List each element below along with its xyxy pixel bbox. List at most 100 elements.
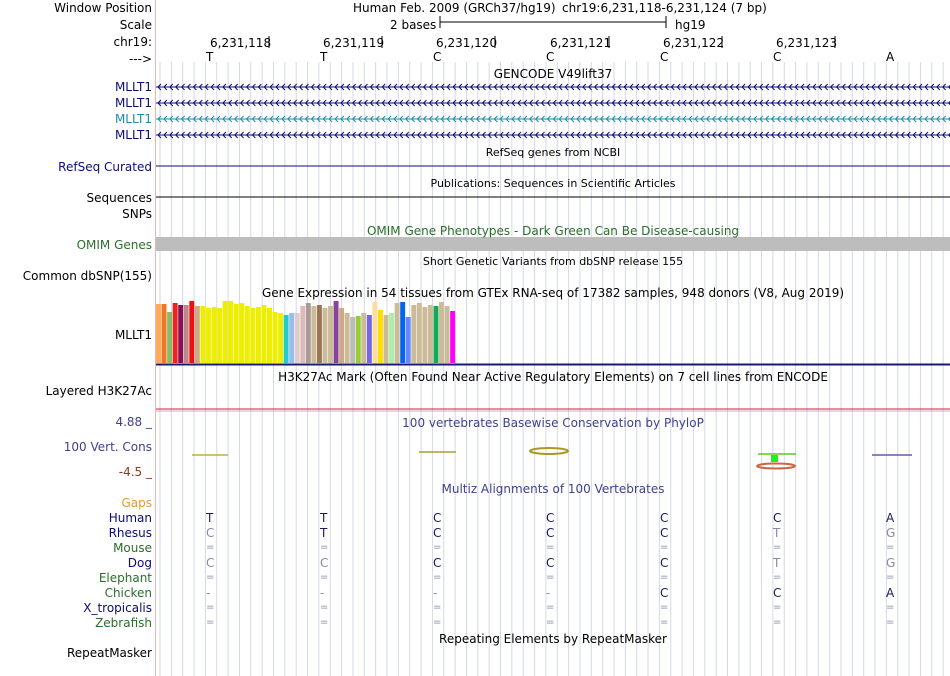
base-letter: T (320, 50, 328, 64)
alignment-base: C (773, 586, 782, 600)
refseq-track-label[interactable]: RefSeq Curated (58, 160, 152, 174)
gencode-track-label-2[interactable]: MLLT1 (114, 96, 152, 110)
species-label-rhesus: Rhesus (108, 526, 152, 540)
alignment-base: T (773, 526, 781, 540)
gtex-tissue-bar (255, 307, 261, 363)
gtex-tissue-bar (267, 308, 272, 363)
refseq-title: RefSeq genes from NCBI (485, 146, 621, 159)
gtex-tissue-bar (311, 306, 317, 363)
gencode-track-label-4[interactable]: MLLT1 (114, 128, 152, 142)
gtex-tissue-bar (411, 305, 417, 363)
gtex-tissue-bar (156, 304, 161, 363)
alignment-base: = (546, 572, 555, 583)
alignment-base: = (886, 617, 895, 628)
alignment-base: = (320, 602, 329, 613)
gtex-tissue-bar (450, 311, 456, 363)
base-letter: C (433, 50, 442, 64)
alignment-base: = (886, 602, 895, 613)
gtex-tissue-bar (228, 301, 234, 363)
coord-label: 6,231,120 (436, 36, 498, 50)
species-label-dog: Dog (127, 556, 152, 570)
phylop-score (771, 455, 778, 462)
base-letter: C (660, 50, 669, 64)
gtex-tissue-bar (200, 306, 206, 363)
gtex-tissue-bar (233, 304, 239, 363)
alignment-base: - (546, 586, 551, 600)
alignment-base: T (773, 556, 781, 570)
alignment-base: = (660, 542, 669, 553)
repeatmasker-title: Repeating Elements by RepeatMasker (439, 632, 667, 646)
gencode-title: GENCODE V49lift37 (493, 67, 613, 81)
cons-min-label: -4.5 _ (118, 465, 152, 479)
alignment-base: T (320, 511, 328, 525)
dbsnp-track-label[interactable]: Common dbSNP(155) (22, 269, 152, 283)
alignment-base: C (660, 556, 669, 570)
alignment-base: = (320, 617, 329, 628)
h3k27ac-title: H3K27Ac Mark (Often Found Near Active Re… (278, 370, 828, 384)
gtex-tissue-bar (161, 304, 167, 363)
gtex-tissue-bar (316, 305, 322, 363)
alignment-base: = (660, 602, 669, 613)
alignment-base: = (320, 572, 329, 583)
alignment-base: = (773, 572, 782, 583)
alignment-base: = (206, 572, 215, 583)
gtex-tissue-bar (372, 302, 378, 363)
alignment-base: = (546, 617, 555, 628)
gtex-tissue-bar (422, 307, 428, 363)
species-label-mouse: Mouse (113, 541, 152, 555)
browser-tracks-panel[interactable]: Human Feb. 2009 (GRCh37/hg19) chr19:6,23… (156, 0, 950, 676)
alignment-base: A (886, 586, 895, 600)
sequences-track-label[interactable]: Sequences (86, 191, 152, 205)
repeatmasker-track-label[interactable]: RepeatMasker (66, 646, 152, 660)
gtex-tissue-bar (416, 303, 422, 363)
gtex-tissue-bar (239, 303, 245, 363)
snps-track-label[interactable]: SNPs (122, 207, 152, 221)
scale-text: 2 bases (390, 18, 437, 32)
alignment-base: = (206, 542, 215, 553)
alignment-base: = (660, 617, 669, 628)
alignment-base: C (206, 526, 215, 540)
alignment-base: G (886, 526, 896, 540)
publications-title: Publications: Sequences in Scientific Ar… (430, 177, 676, 190)
alignment-base: - (433, 586, 438, 600)
gtex-tissue-bar (361, 313, 367, 363)
omim-track-label[interactable]: OMIM Genes (76, 238, 152, 252)
gencode-track-label-3[interactable]: MLLT1 (114, 112, 152, 126)
alignment-base: = (546, 542, 555, 553)
alignment-base: C (660, 511, 669, 525)
alignment-base: = (433, 617, 442, 628)
gtex-tissue-bar (339, 308, 345, 363)
gtex-track-label[interactable]: MLLT1 (114, 328, 152, 342)
cons-track-label[interactable]: 100 Vert. Cons (63, 440, 152, 454)
gtex-tissue-bar (178, 305, 184, 363)
alignment-base: - (320, 586, 325, 600)
alignment-base: C (546, 526, 555, 540)
alignment-base: = (773, 617, 782, 628)
coord-label: 6,231,119 (323, 36, 385, 50)
gtex-tissue-bar (444, 306, 450, 363)
alignment-base: C (546, 556, 555, 570)
gencode-track-label-1[interactable]: MLLT1 (114, 80, 152, 94)
species-label-chicken: Chicken (104, 586, 152, 600)
gtex-tissue-bar (355, 316, 361, 363)
chrom-label: chr19: (113, 35, 152, 49)
gtex-tissue-bar (244, 306, 250, 363)
species-label-elephant: Elephant (98, 571, 152, 585)
gtex-tissue-bar (283, 315, 289, 363)
alignment-base: C (433, 511, 442, 525)
gtex-tissue-bar (344, 313, 350, 363)
base-letter: C (773, 50, 782, 64)
coord-label: 6,231,118 (210, 36, 272, 50)
alignment-base: = (433, 572, 442, 583)
gtex-tissue-bar (400, 302, 406, 363)
gtex-tissue-bar (294, 313, 300, 363)
h3k27ac-track-label[interactable]: Layered H3K27Ac (45, 384, 152, 398)
alignment-base: C (206, 556, 215, 570)
gtex-tissue-bar (189, 301, 195, 363)
gtex-tissue-bar (366, 315, 372, 363)
alignment-base: C (433, 526, 442, 540)
gtex-title: Gene Expression in 54 tissues from GTEx … (261, 286, 845, 300)
phylop-score (756, 462, 796, 470)
gtex-tissue-bar (383, 315, 389, 363)
alignment-base: A (886, 511, 895, 525)
